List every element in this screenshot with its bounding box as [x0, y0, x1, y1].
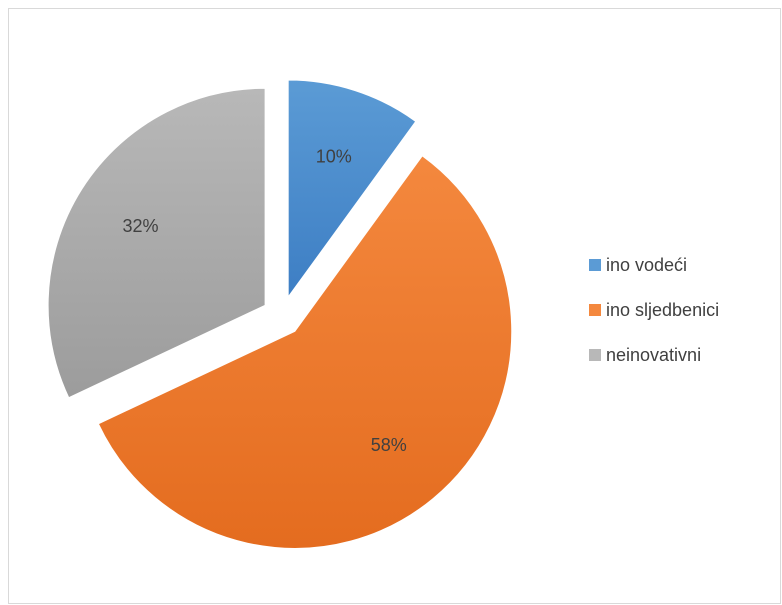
legend-label: ino sljedbenici [606, 300, 719, 320]
legend: ino vodeći ino sljedbenici neinovativni [589, 255, 719, 365]
legend-label: neinovativni [606, 345, 701, 365]
pie-slice-ino-vodeci [287, 79, 417, 299]
legend-item-ino-sljedbenici: ino sljedbenici [589, 300, 719, 320]
data-label-ino-vodeci: 10% [316, 147, 352, 167]
legend-swatch [589, 259, 601, 271]
legend-item-neinovativni: neinovativni [589, 345, 701, 365]
data-label-neinovativni: 32% [123, 216, 159, 236]
pie-slice-ino-sljedbenici [97, 155, 513, 549]
pie-slice-neinovativni [47, 87, 266, 399]
legend-label: ino vodeći [606, 255, 687, 275]
legend-swatch [589, 349, 601, 361]
legend-item-ino-vodeci: ino vodeći [589, 255, 687, 275]
data-label-ino-sljedbenici: 58% [371, 435, 407, 455]
legend-swatch [589, 304, 601, 316]
